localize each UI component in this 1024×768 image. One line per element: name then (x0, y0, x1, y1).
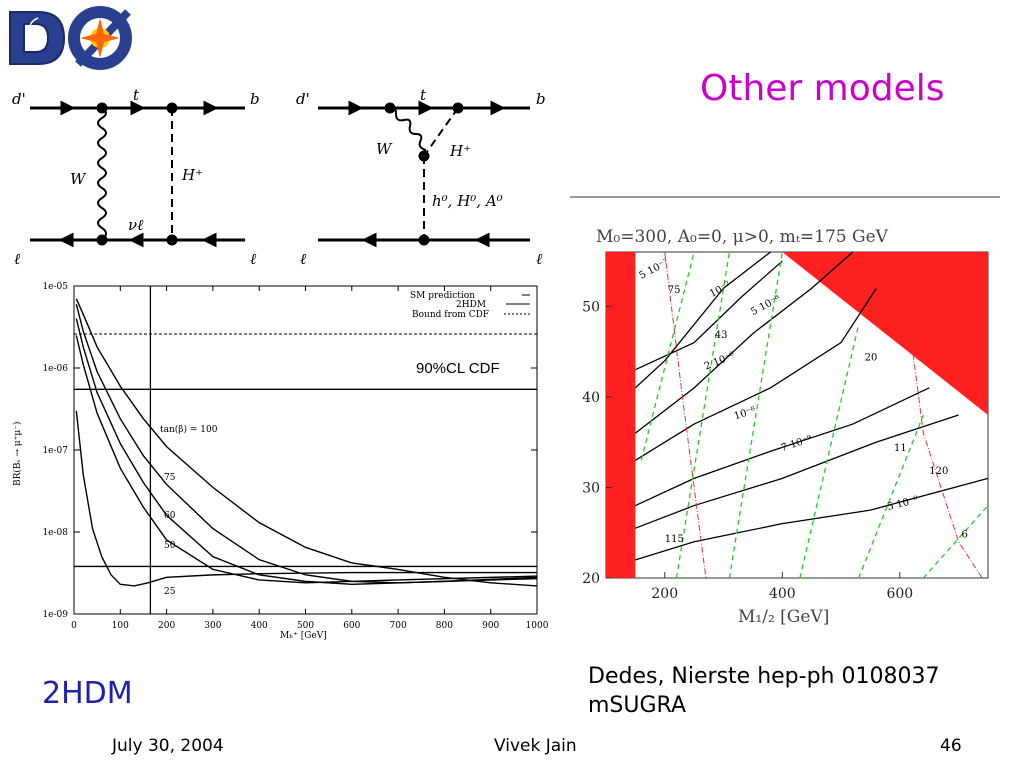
higgs-mass-label: 75 (668, 285, 681, 296)
legend-entry-cdf: Bound from CDF (412, 310, 489, 320)
curve-label-100: tan(β) = 100 (160, 424, 218, 435)
excluded-region-left (606, 252, 636, 578)
red-dashdot-line (911, 342, 983, 579)
curve-label-75: 75 (164, 473, 176, 483)
legend-entry-2hdm: 2HDM (456, 300, 486, 310)
msugra-x-axis-label: M₁/₂ [GeV] (738, 607, 829, 627)
cl90-annotation: 90%CL CDF (416, 360, 500, 377)
y-tick-label: 1e-05 (42, 282, 68, 292)
y-tick-label: 1e-07 (42, 446, 68, 456)
y-tick-label: 1e-06 (42, 364, 68, 374)
right-top-in-label: d' (296, 90, 310, 108)
curve-3 (75, 335, 538, 584)
left-bottom-in-label: ℓ (14, 250, 20, 268)
left-top-out-label: b (250, 90, 260, 108)
curve-2 (75, 318, 538, 586)
x-tick-label: 700 (390, 621, 407, 631)
curve-4 (75, 410, 537, 587)
feynman-diagrams: d' t b ℓ νℓ ℓ W H⁺ d' t b ℓ ℓ W H⁺ h⁰, H… (12, 86, 546, 268)
higgs-mass-label: 6 (962, 529, 968, 540)
left-hplus-label: H⁺ (181, 166, 203, 184)
right-bottom-in-label: ℓ (300, 250, 306, 268)
x-tick-label: 200 (158, 621, 175, 631)
right-bottom-out-label: ℓ (536, 250, 542, 268)
msugra-y-tick-label: 40 (582, 390, 600, 406)
left-w-label: W (70, 170, 87, 188)
footer-page-number: 46 (940, 736, 962, 756)
green-dashed-line (922, 505, 989, 579)
left-bottom-mid-label: νℓ (128, 216, 143, 234)
chargino-mass-label: 120 (929, 466, 948, 477)
x-tick-label: 800 (436, 621, 453, 631)
y-tick-label: 1e-08 (42, 528, 68, 538)
green-dashed-line (675, 251, 731, 579)
msugra-y-tick-label: 50 (582, 299, 600, 315)
msugra-title: M₀=300, A₀=0, μ>0, mₜ=175 GeV (596, 227, 889, 247)
contour-line (634, 251, 771, 389)
footer-date: July 30, 2004 (112, 736, 224, 756)
x-tick-label: 1000 (526, 621, 549, 631)
x-tick-label: 900 (482, 621, 499, 631)
legend-entry-sm: SM prediction (410, 291, 475, 301)
citation-line-1: Dedes, Nierste hep-ph 0108037 (588, 664, 940, 689)
right-top-mid-label: t (420, 86, 427, 104)
contour-line (635, 414, 959, 529)
contour-line (635, 477, 989, 561)
curve-label-50: 50 (164, 541, 176, 551)
right-hplus-label: H⁺ (449, 142, 471, 160)
slide-title: Other models (700, 68, 945, 109)
contour-line (635, 387, 930, 507)
x-tick-label: 600 (343, 621, 360, 631)
chargino-mass-label: 115 (665, 534, 684, 545)
higgs-mass-label: 11 (894, 443, 907, 454)
y-tick-label: 1e-09 (42, 610, 68, 620)
curve-0 (75, 298, 538, 587)
x-tick-label: 0 (71, 621, 77, 631)
x-tick-label: 300 (204, 621, 221, 631)
left-top-mid-label: t (133, 86, 140, 104)
footer-author: Vivek Jain (494, 736, 577, 756)
higgs-mass-label: 43 (715, 330, 728, 341)
green-dashed-line (858, 414, 924, 579)
msugra-x-tick-label: 200 (651, 586, 678, 602)
right-w-label: W (376, 140, 393, 158)
citation-line-2: mSUGRA (588, 693, 686, 718)
red-dashdot-line (664, 251, 707, 579)
msugra-x-tick-label: 600 (886, 586, 913, 602)
curve-label-60: 60 (164, 511, 176, 521)
model-label-2hdm: 2HDM (42, 676, 133, 711)
contour-line (635, 287, 877, 461)
x-axis-label: Mₕ⁺ [GeV] (280, 631, 327, 641)
chart-2hdm: 0 100 200 300 400 500 600 700 800 900 1000 1e-05 1e-… (12, 282, 549, 641)
right-neutral-higgs-label: h⁰, H⁰, A⁰ (432, 192, 503, 210)
d0-logo (4, 4, 144, 72)
msugra-y-tick-label: 20 (582, 571, 600, 587)
right-top-out-label: b (536, 90, 546, 108)
x-tick-label: 400 (251, 621, 268, 631)
contour-line (634, 251, 854, 434)
left-bottom-out-label: ℓ (250, 250, 256, 268)
msugra-y-tick-label: 30 (582, 480, 600, 496)
left-top-in-label: d' (12, 90, 26, 108)
chart-msugra: M₀=300, A₀=0, μ>0, mₜ=175 GeV 200 400 600 2… (570, 196, 1020, 636)
y-axis-label: BR(Bₛ → μ⁺μ⁻) (12, 421, 23, 486)
curve-label-25: 25 (164, 587, 176, 597)
feynman-diagram-left (30, 100, 245, 248)
green-dashed-line (799, 324, 860, 579)
green-dashed-line (728, 251, 783, 579)
x-tick-label: 100 (112, 621, 129, 631)
msugra-x-tick-label: 400 (769, 586, 796, 602)
higgs-mass-label: 20 (865, 353, 878, 364)
contour-line (635, 260, 783, 371)
citation: Dedes, Nierste hep-ph 0108037 mSUGRA (588, 662, 939, 720)
feynman-diagram-right (318, 100, 530, 248)
x-tick-label: 500 (297, 621, 314, 631)
